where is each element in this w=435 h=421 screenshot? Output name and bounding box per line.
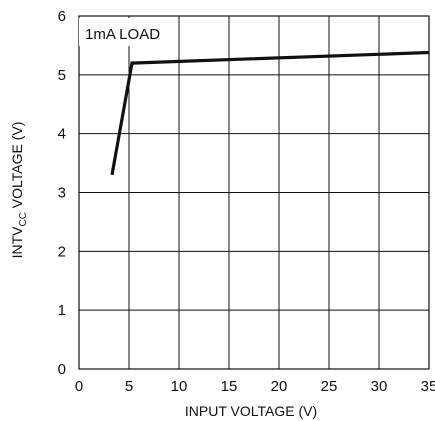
y-tick-label-0: 0 (58, 361, 66, 378)
x-tick-label-35: 35 (421, 378, 435, 395)
x-tick-label-5: 5 (125, 378, 133, 395)
y-axis-label-sub: CC (18, 212, 29, 226)
plot-border (78, 15, 430, 370)
y-tick-label-4: 4 (58, 126, 66, 143)
y-tick-label-3: 3 (58, 185, 66, 202)
y-tick-label-1: 1 (58, 302, 66, 319)
grid-layer (79, 16, 429, 369)
x-tick-label-15: 15 (221, 378, 238, 395)
y-tick-label-5: 5 (58, 67, 66, 84)
x-tick-label-10: 10 (171, 378, 188, 395)
series-layer (110, 50, 430, 176)
x-tick-labels: 0 5 10 15 20 25 30 35 (75, 378, 435, 395)
y-axis-label-rest: VOLTAGE (V) (9, 122, 25, 213)
x-tick-label-25: 25 (321, 378, 338, 395)
y-axis-label: INTVCC VOLTAGE (V) (9, 122, 29, 259)
series-line-0 (110, 50, 430, 176)
annotation-box (79, 18, 176, 46)
y-tick-label-2: 2 (58, 243, 66, 260)
plot-frame (78, 15, 430, 370)
x-tick-label-20: 20 (271, 378, 288, 395)
annotation-label: 1mA LOAD (85, 26, 160, 43)
y-tick-label-6: 6 (58, 8, 66, 25)
x-tick-label-0: 0 (75, 378, 83, 395)
x-tick-label-30: 30 (371, 378, 388, 395)
y-axis-label-main: INTV (9, 226, 25, 259)
x-axis-label: INPUT VOLTAGE (V) (185, 403, 317, 419)
y-tick-labels: 0 1 2 3 4 5 6 (58, 8, 66, 378)
